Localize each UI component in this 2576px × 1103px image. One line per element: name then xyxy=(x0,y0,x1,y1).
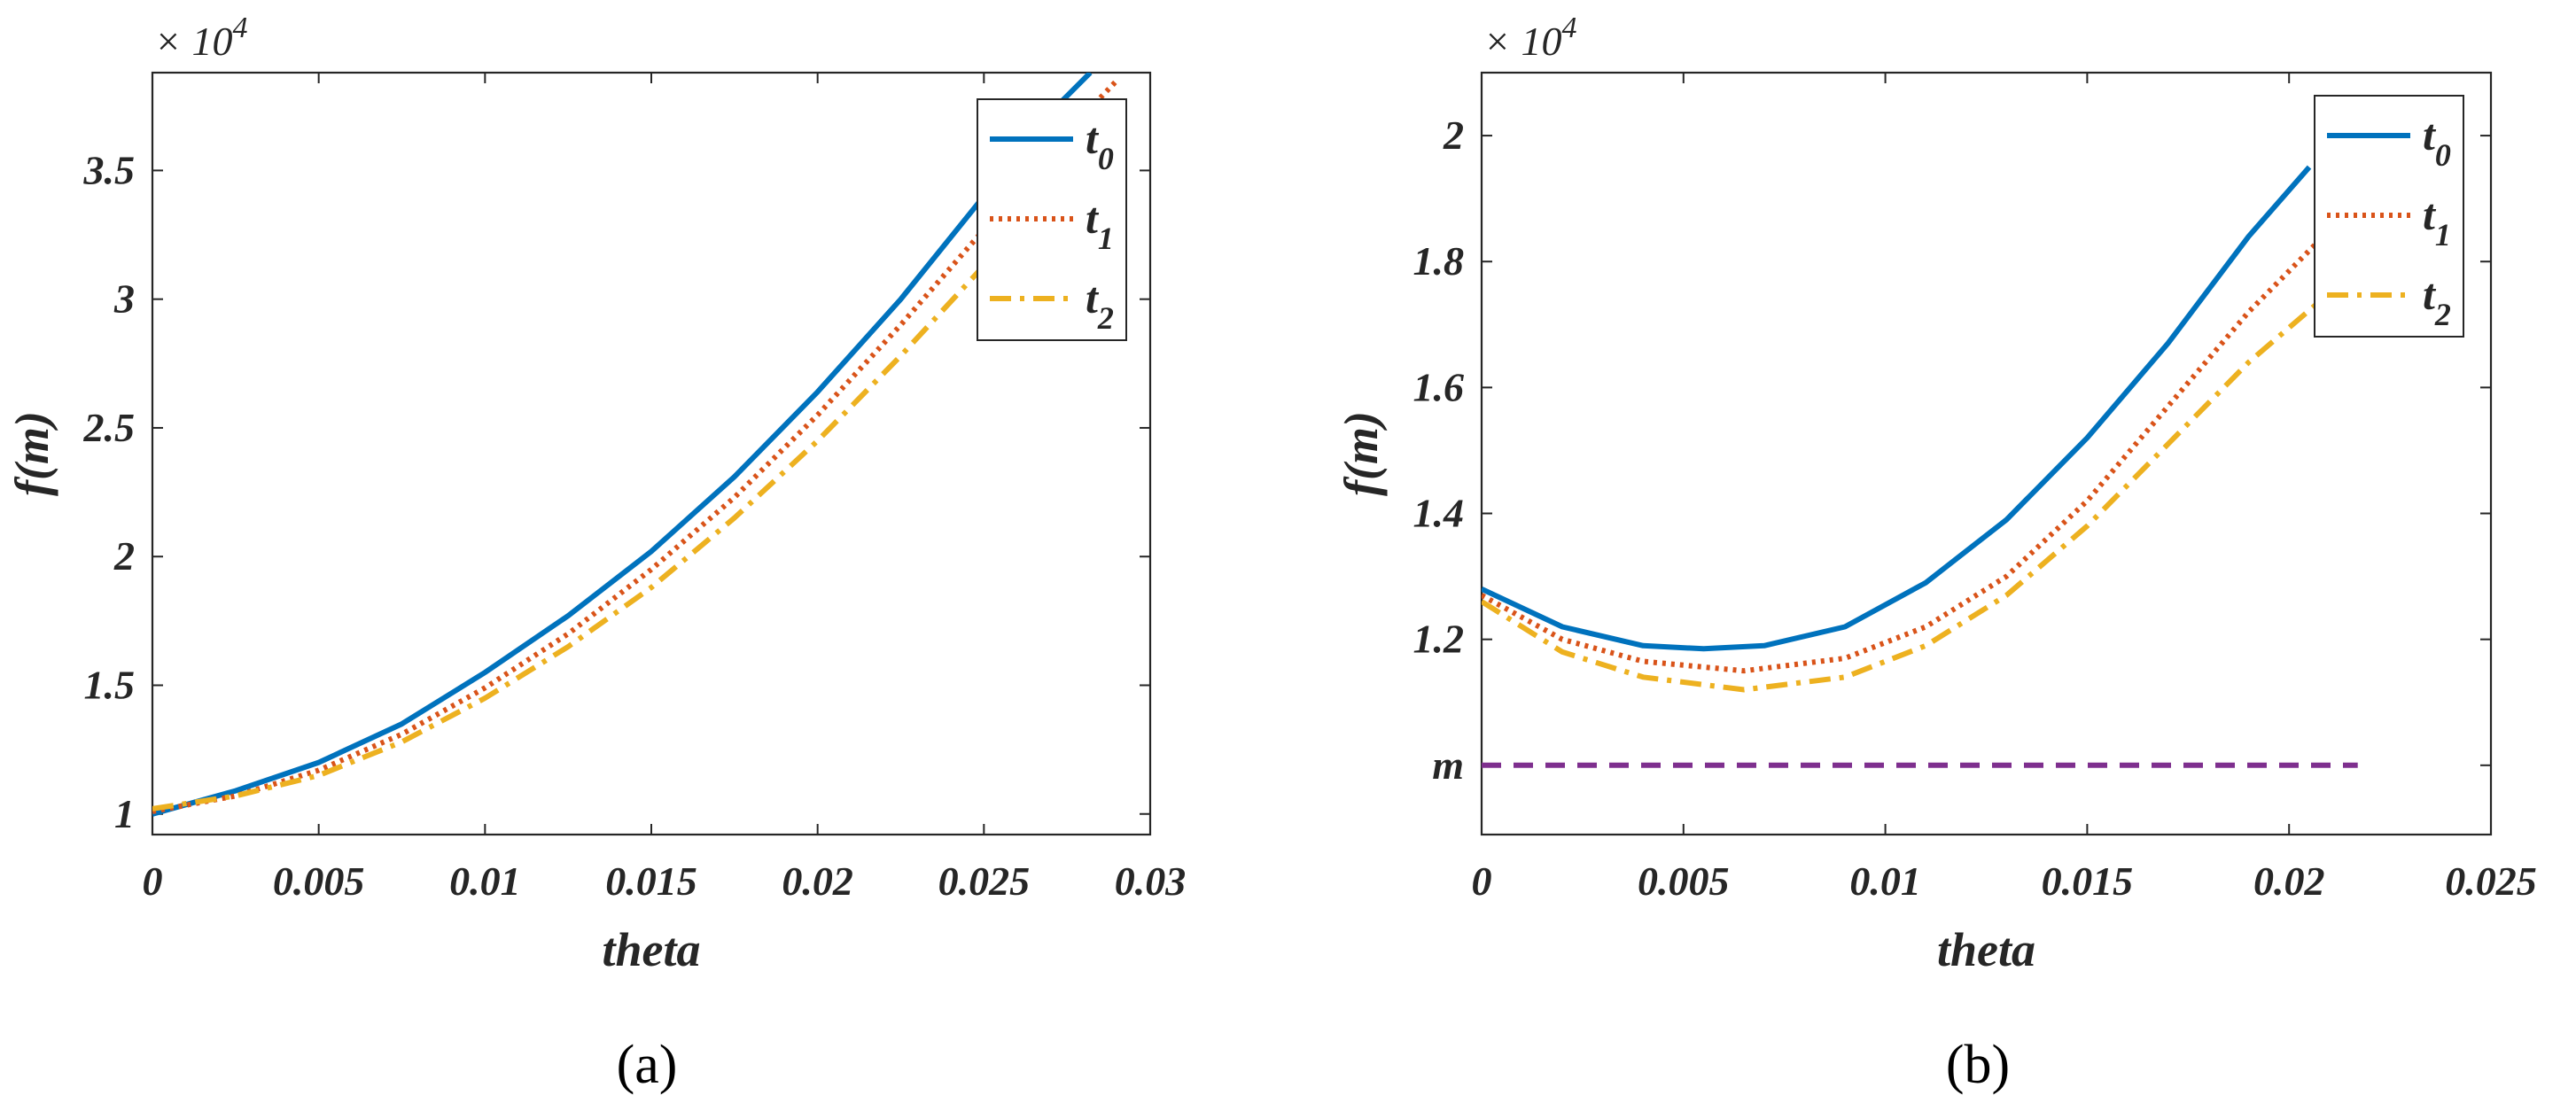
chart-panel-b: 0 0.005 0.01 0.015 0.02 0.025 m 1.2 1.4 1.6 1.8 2 × … xyxy=(1335,12,2537,1095)
legend-subscript: 0 xyxy=(1098,141,1114,176)
x-tick-label: 0 xyxy=(1472,858,1492,904)
legend-subscript: 2 xyxy=(2434,297,2451,332)
y-tick-label: 2 xyxy=(113,533,135,579)
x-tick-label: 0 xyxy=(143,858,163,904)
y-exponent-power: 4 xyxy=(1562,12,1577,44)
y-tick-label: 1 xyxy=(114,791,135,836)
y-axis-label: f(m) xyxy=(1335,411,1388,496)
y-exponent-power: 4 xyxy=(233,12,248,44)
y-exponent-label: × 104 xyxy=(1483,12,1577,64)
chart-panel-a: 0 0.005 0.01 0.015 0.02 0.025 0.03 1 1.5 2 2.5 3 3.5… xyxy=(5,12,1186,1095)
y-tick-label: 1.5 xyxy=(84,662,136,707)
legend-subscript: 0 xyxy=(2435,137,2451,173)
series-group xyxy=(1482,165,2358,768)
y-axis-label: f(m) xyxy=(5,411,58,496)
y-exponent-label: × 104 xyxy=(154,12,248,64)
legend-subscript: 1 xyxy=(2435,217,2451,252)
x-axis-label: theta xyxy=(602,923,700,976)
y-tick-label: 1.6 xyxy=(1413,364,1465,409)
y-tick-label: 2.5 xyxy=(83,405,136,450)
y-tick-label: 1.2 xyxy=(1413,617,1465,662)
panel-label: (a) xyxy=(617,1035,678,1095)
legend-subscript: 1 xyxy=(1098,221,1114,256)
y-tick-label: 1.4 xyxy=(1413,491,1465,536)
x-tick-label: 0.02 xyxy=(2253,858,2325,904)
legend-subscript: 2 xyxy=(1097,300,1114,336)
x-tick-label: 0.03 xyxy=(1115,858,1187,904)
plot-frame xyxy=(1480,71,2493,836)
x-tick-label: 0.015 xyxy=(2042,858,2134,904)
series-line-t0 xyxy=(1482,165,2312,652)
series-line-t2 xyxy=(1482,291,2331,693)
x-tick-label: 0.025 xyxy=(938,858,1031,904)
x-tick-label: 0.01 xyxy=(449,858,521,904)
y-tick-label: 3.5 xyxy=(83,147,136,192)
x-tick-label: 0.005 xyxy=(273,858,365,904)
x-tick-label: 0.01 xyxy=(1849,858,1921,904)
y-tick-label: m xyxy=(1432,742,1464,788)
y-tick-label: 3 xyxy=(113,276,135,322)
series-group xyxy=(152,73,1119,817)
x-tick-label: 0.025 xyxy=(2445,858,2537,904)
x-tick-label: 0.02 xyxy=(782,858,853,904)
y-tick-label: 1.8 xyxy=(1413,238,1465,284)
x-tick-label: 0.005 xyxy=(1638,858,1730,904)
x-tick-label: 0.015 xyxy=(605,858,697,904)
series-line-t0 xyxy=(152,73,1093,817)
panel-label: (b) xyxy=(1946,1035,2010,1095)
series-line-t1 xyxy=(152,78,1119,814)
x-axis-label: theta xyxy=(1937,923,2035,976)
series-line-t2 xyxy=(152,112,1119,812)
y-tick-label: 2 xyxy=(1443,113,1464,158)
